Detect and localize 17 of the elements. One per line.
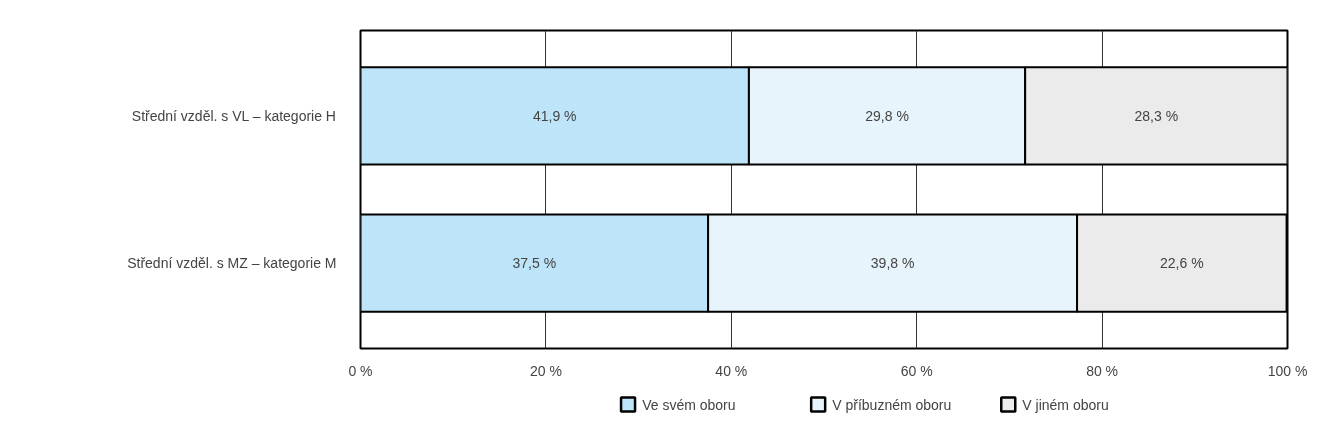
legend-label: Ve svém oboru (642, 396, 736, 413)
y-tick-label: Střední vzděl. s MZ – kategorie M (127, 255, 337, 272)
data-label: 37,5 % (512, 255, 557, 272)
x-tick-label: 80 % (1086, 362, 1119, 379)
x-tick-label: 100 % (1267, 362, 1308, 379)
legend-label: V jiném oboru (1022, 396, 1109, 413)
data-label: 22,6 % (1160, 255, 1204, 272)
x-tick-label: 60 % (900, 362, 933, 379)
x-tick-label: 20 % (529, 362, 562, 379)
data-label: 29,8 % (865, 107, 909, 124)
data-label: 28,3 % (1134, 107, 1179, 124)
y-tick-label: Střední vzděl. s VL – kategorie H (131, 107, 336, 124)
data-label: 39,8 % (870, 255, 915, 272)
x-tick-label: 40 % (715, 362, 748, 379)
data-label: 41,9 % (532, 107, 577, 124)
legend-label: V příbuzném oboru (832, 396, 952, 413)
x-tick-label: 0 % (348, 362, 373, 379)
